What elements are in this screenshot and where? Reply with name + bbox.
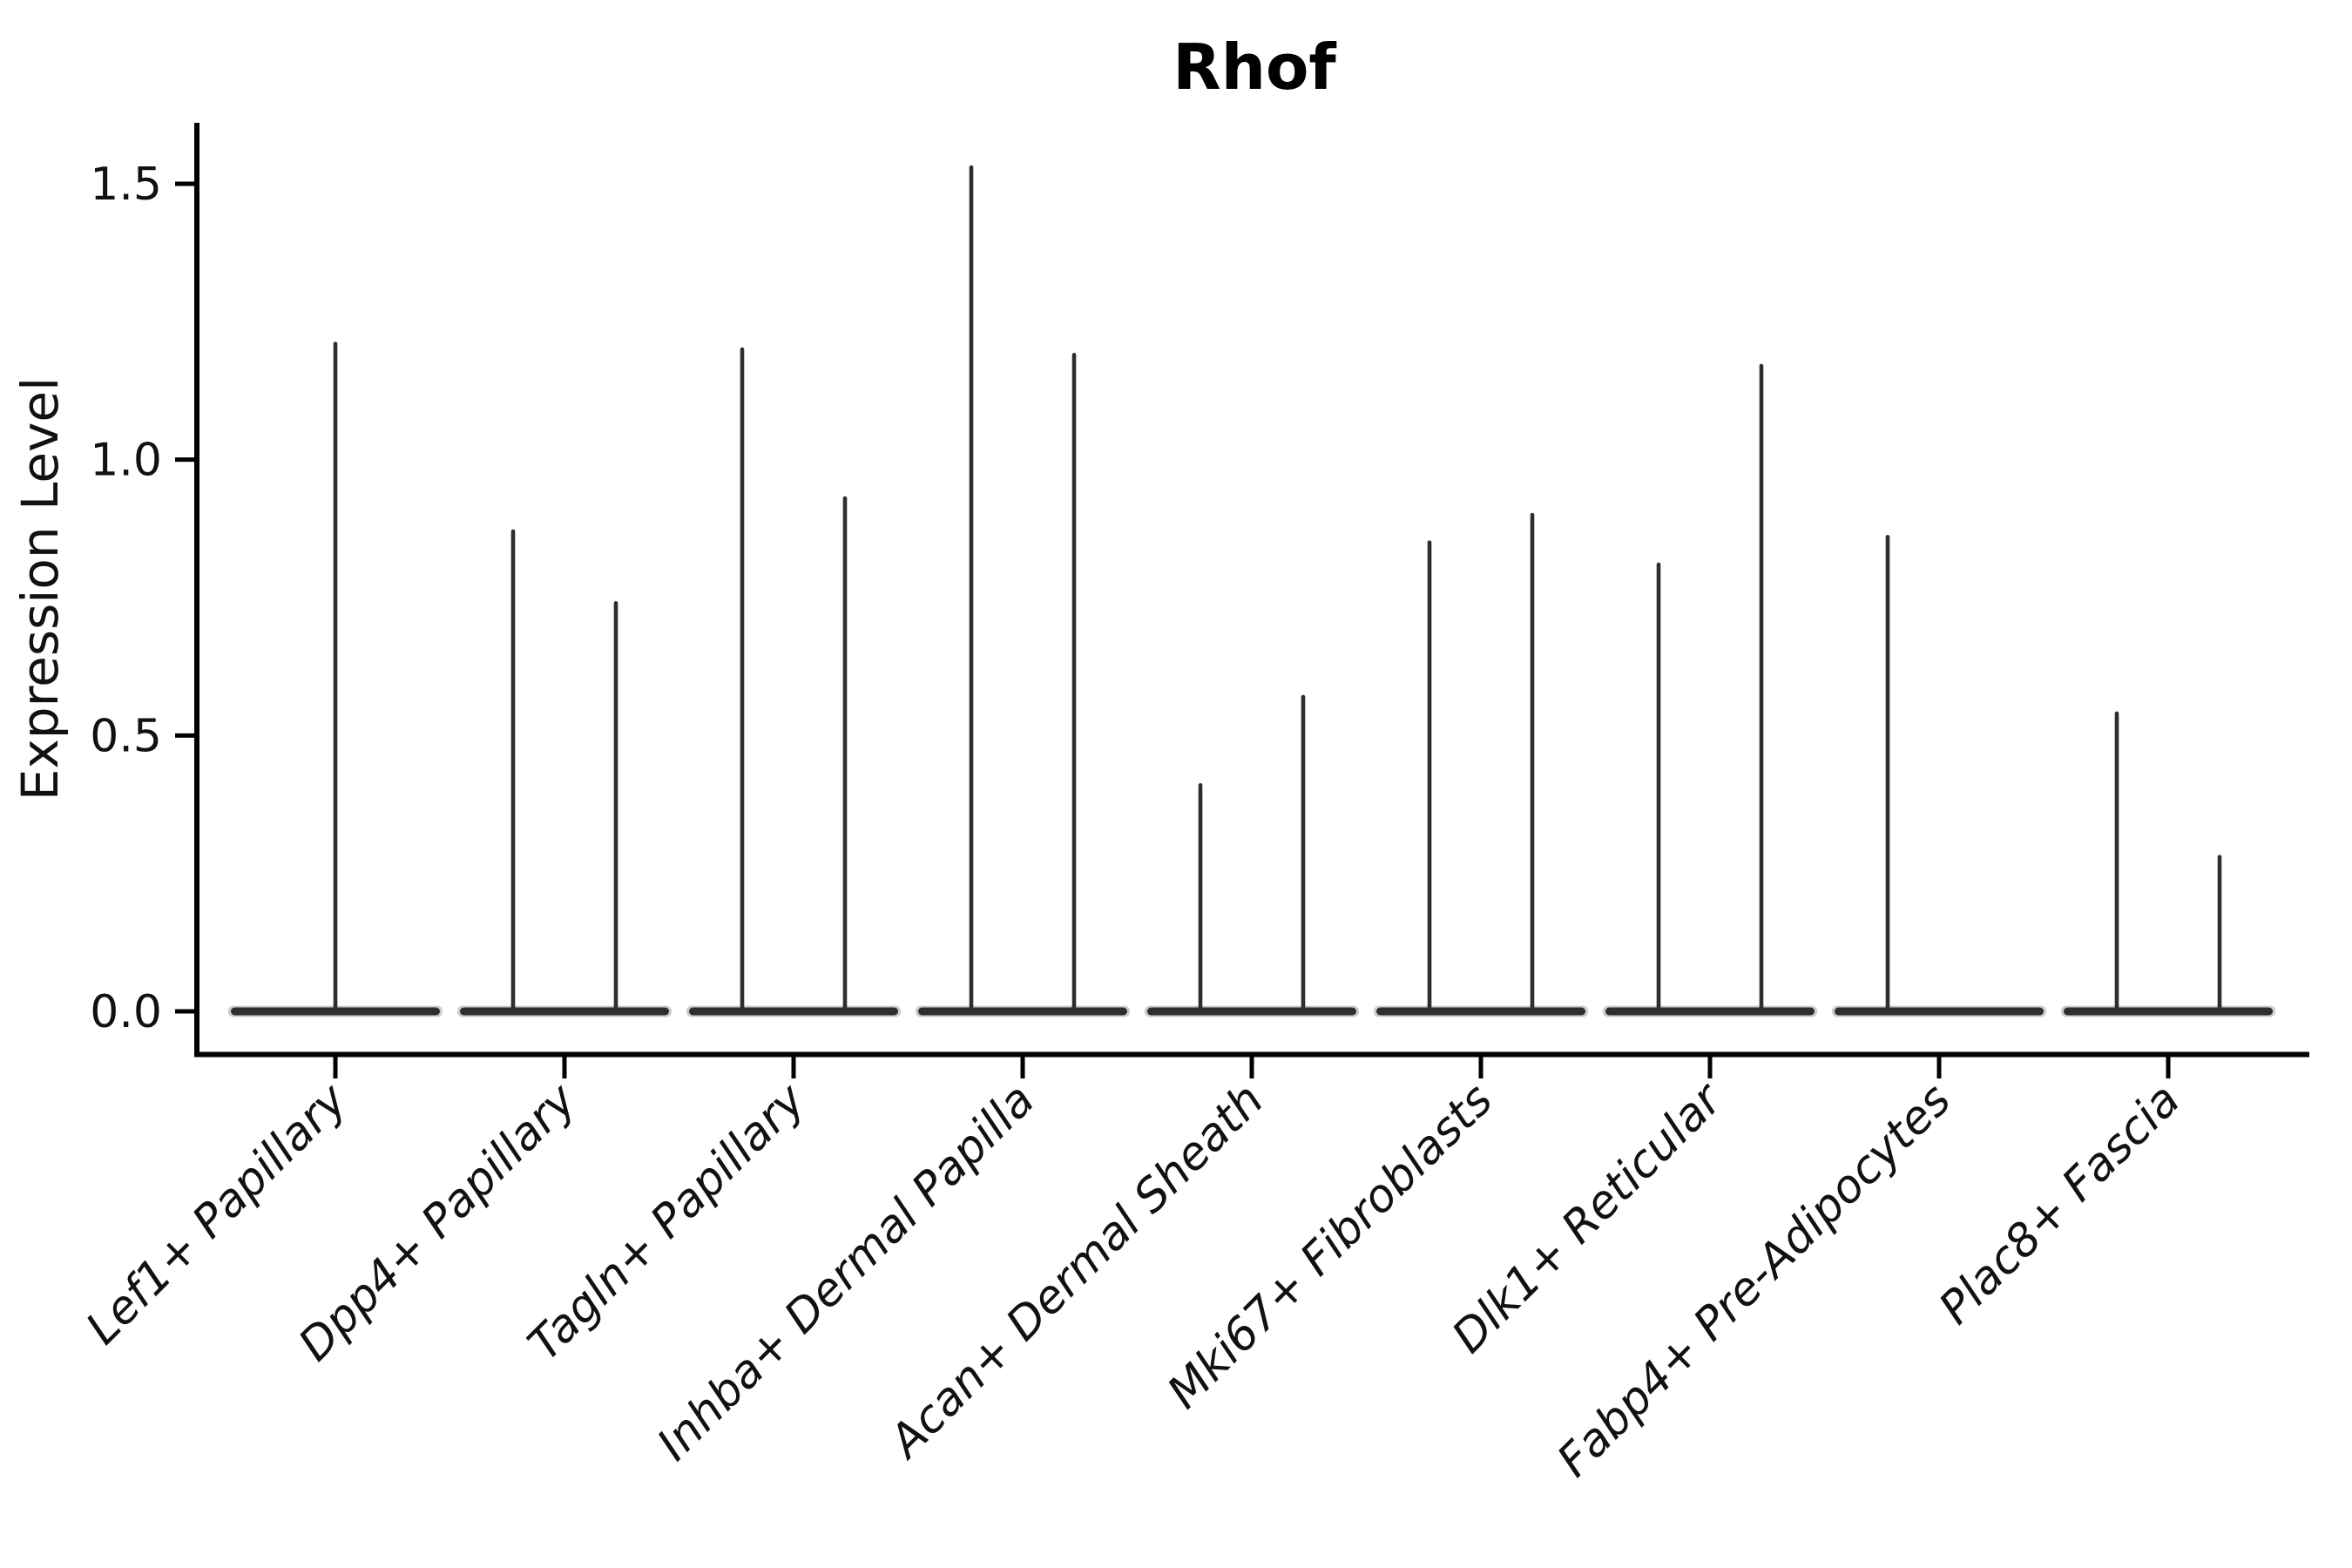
- chart-title: Rhof: [1173, 30, 1336, 104]
- y-tick-label: 0.0: [90, 986, 162, 1038]
- y-tick-label: 0.5: [90, 710, 162, 762]
- violin-base: [1605, 1007, 1815, 1016]
- y-axis-label: Expression Level: [10, 377, 70, 801]
- x-tick-label: Acan+ Dermal Sheath: [878, 1074, 1274, 1470]
- violin-base: [1835, 1007, 2044, 1016]
- violin-base: [689, 1007, 898, 1016]
- violin-base: [918, 1007, 1127, 1016]
- violins: [228, 165, 2275, 1017]
- y-tick-label: 1.5: [90, 159, 162, 211]
- x-tick-label: Fabp4+ Pre-Adipocytes: [1548, 1074, 1962, 1488]
- violin-base: [460, 1007, 669, 1016]
- violin-base: [1376, 1007, 1585, 1016]
- x-tick-label: Inhba+ Dermal Papilla: [647, 1074, 1044, 1471]
- y-tick-label: 1.0: [90, 435, 162, 487]
- violin-base: [2064, 1007, 2273, 1016]
- violin-base: [1147, 1007, 1356, 1016]
- y-axis-ticks: 1.5 1.0 0.5 0.0: [90, 159, 197, 1038]
- x-tick-label: Plac8+ Fascia: [1930, 1074, 2190, 1335]
